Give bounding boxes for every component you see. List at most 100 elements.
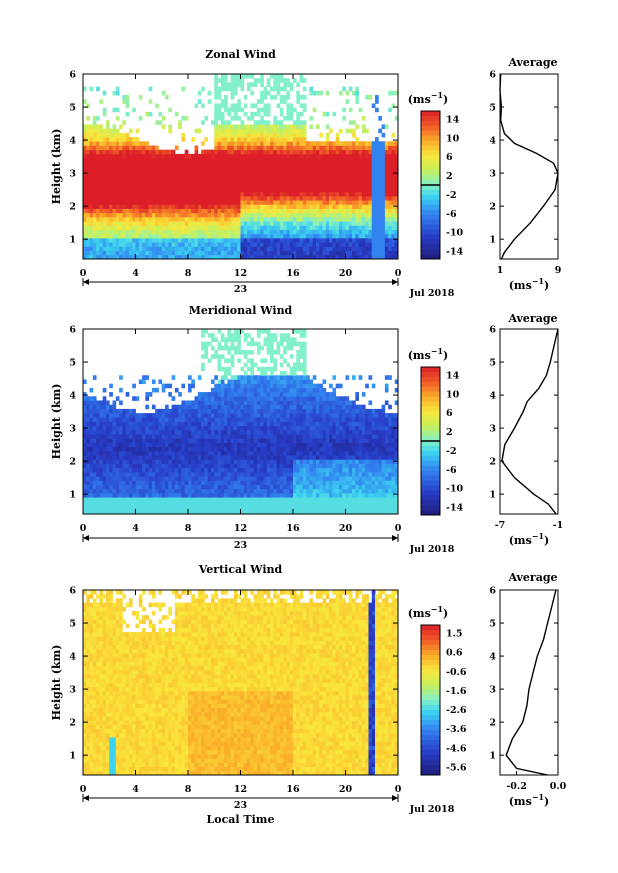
heatmap-cell <box>306 174 310 180</box>
heatmap-cell <box>207 438 212 443</box>
heatmap-cell <box>299 179 304 184</box>
heatmap-cell <box>358 200 363 205</box>
heatmap-cell <box>237 132 241 138</box>
heatmap-cell <box>83 242 87 247</box>
heatmap-cell <box>92 501 97 506</box>
heatmap-cell <box>214 442 218 448</box>
heatmap-cell <box>276 246 281 251</box>
heatmap-cell <box>86 183 90 188</box>
heatmap-cell <box>253 438 258 443</box>
heatmap-cell <box>286 174 291 180</box>
heatmap-cell <box>86 484 90 490</box>
heatmap-cell <box>348 225 353 230</box>
heatmap-cell <box>250 179 255 184</box>
heatmap-cell <box>263 450 268 456</box>
heatmap-cell <box>306 254 310 260</box>
heatmap-cell <box>270 158 274 163</box>
heatmap-cell <box>102 246 107 251</box>
heatmap-cell <box>220 459 225 464</box>
heatmap-cell <box>230 237 235 243</box>
heatmap-cell <box>207 229 212 235</box>
heatmap-cell <box>240 233 245 239</box>
heatmap-cell <box>247 438 251 443</box>
heatmap-cell <box>125 187 130 193</box>
heatmap-cell <box>155 170 159 176</box>
heatmap-cell <box>250 242 255 247</box>
heatmap-cell <box>296 153 300 159</box>
heatmap-cell <box>119 162 123 167</box>
heatmap-cell <box>253 120 258 125</box>
heatmap-cell <box>158 408 163 414</box>
heatmap-cell <box>138 233 143 239</box>
heatmap-cell <box>207 242 212 247</box>
heatmap-cell <box>233 137 238 142</box>
heatmap-cell <box>191 408 195 414</box>
heatmap-cell <box>171 471 176 477</box>
heatmap-cell <box>168 107 172 113</box>
heatmap-cell <box>178 216 182 222</box>
heatmap-cell <box>181 208 186 214</box>
heatmap-cell <box>348 212 353 218</box>
heatmap-cell <box>96 204 100 209</box>
heatmap-cell <box>151 246 156 251</box>
heatmap-cell <box>201 438 205 443</box>
heatmap-cell <box>155 442 159 448</box>
heatmap-cell <box>243 463 248 469</box>
heatmap-cell <box>125 233 130 239</box>
heatmap-cell <box>105 183 110 188</box>
heatmap-cell <box>319 162 323 167</box>
heatmap-cell <box>105 459 110 464</box>
heatmap-cell <box>161 425 166 431</box>
heatmap-cell <box>174 242 179 247</box>
heatmap-cell <box>135 429 140 435</box>
heatmap-cell <box>283 242 287 247</box>
heatmap-cell <box>151 200 156 205</box>
heatmap-cell <box>338 153 343 159</box>
heatmap-cell <box>138 501 143 506</box>
heatmap-cell <box>296 250 300 256</box>
heatmap-cell <box>365 149 369 155</box>
heatmap-cell <box>99 128 104 134</box>
heatmap-cell <box>296 208 300 214</box>
heatmap-cell <box>253 137 258 142</box>
heatmap-cell <box>384 233 389 239</box>
heatmap-cell <box>92 455 97 460</box>
heatmap-cell <box>188 450 192 456</box>
heatmap-cell <box>181 246 186 251</box>
heatmap-cell <box>188 375 192 380</box>
heatmap-cell <box>342 229 346 235</box>
heatmap-cell <box>319 183 323 188</box>
heatmap-cell <box>384 141 389 146</box>
heatmap-cell <box>102 505 107 511</box>
heatmap-cell <box>260 132 264 138</box>
heatmap-cell <box>230 204 235 209</box>
heatmap-cell <box>279 132 284 138</box>
heatmap-cell <box>270 216 274 222</box>
heatmap-cell <box>115 225 120 230</box>
heatmap-cell <box>253 429 258 435</box>
heatmap-cell <box>161 250 166 256</box>
heatmap-cell <box>128 174 133 180</box>
heatmap-cell <box>325 132 330 138</box>
heatmap-cell <box>204 354 209 359</box>
heatmap-cell <box>178 459 182 464</box>
heatmap-cell <box>220 400 225 406</box>
heatmap-cell <box>220 124 225 130</box>
heatmap-cell <box>332 204 337 209</box>
heatmap-cell <box>394 90 399 96</box>
heatmap-cell <box>151 174 156 180</box>
heatmap-cell <box>227 371 232 376</box>
heatmap-cell <box>270 237 274 243</box>
heatmap-cell <box>230 400 235 406</box>
heatmap-cell <box>188 413 192 418</box>
heatmap-cell <box>119 408 123 414</box>
heatmap-cell <box>191 229 195 235</box>
heatmap-cell <box>155 153 159 159</box>
heatmap-cell <box>348 208 353 214</box>
heatmap-cell <box>112 421 117 427</box>
heatmap-cell <box>243 254 248 260</box>
heatmap-cell <box>266 480 271 485</box>
heatmap-cell <box>112 195 117 201</box>
heatmap-cell <box>283 246 287 251</box>
heatmap-cell <box>233 333 238 338</box>
